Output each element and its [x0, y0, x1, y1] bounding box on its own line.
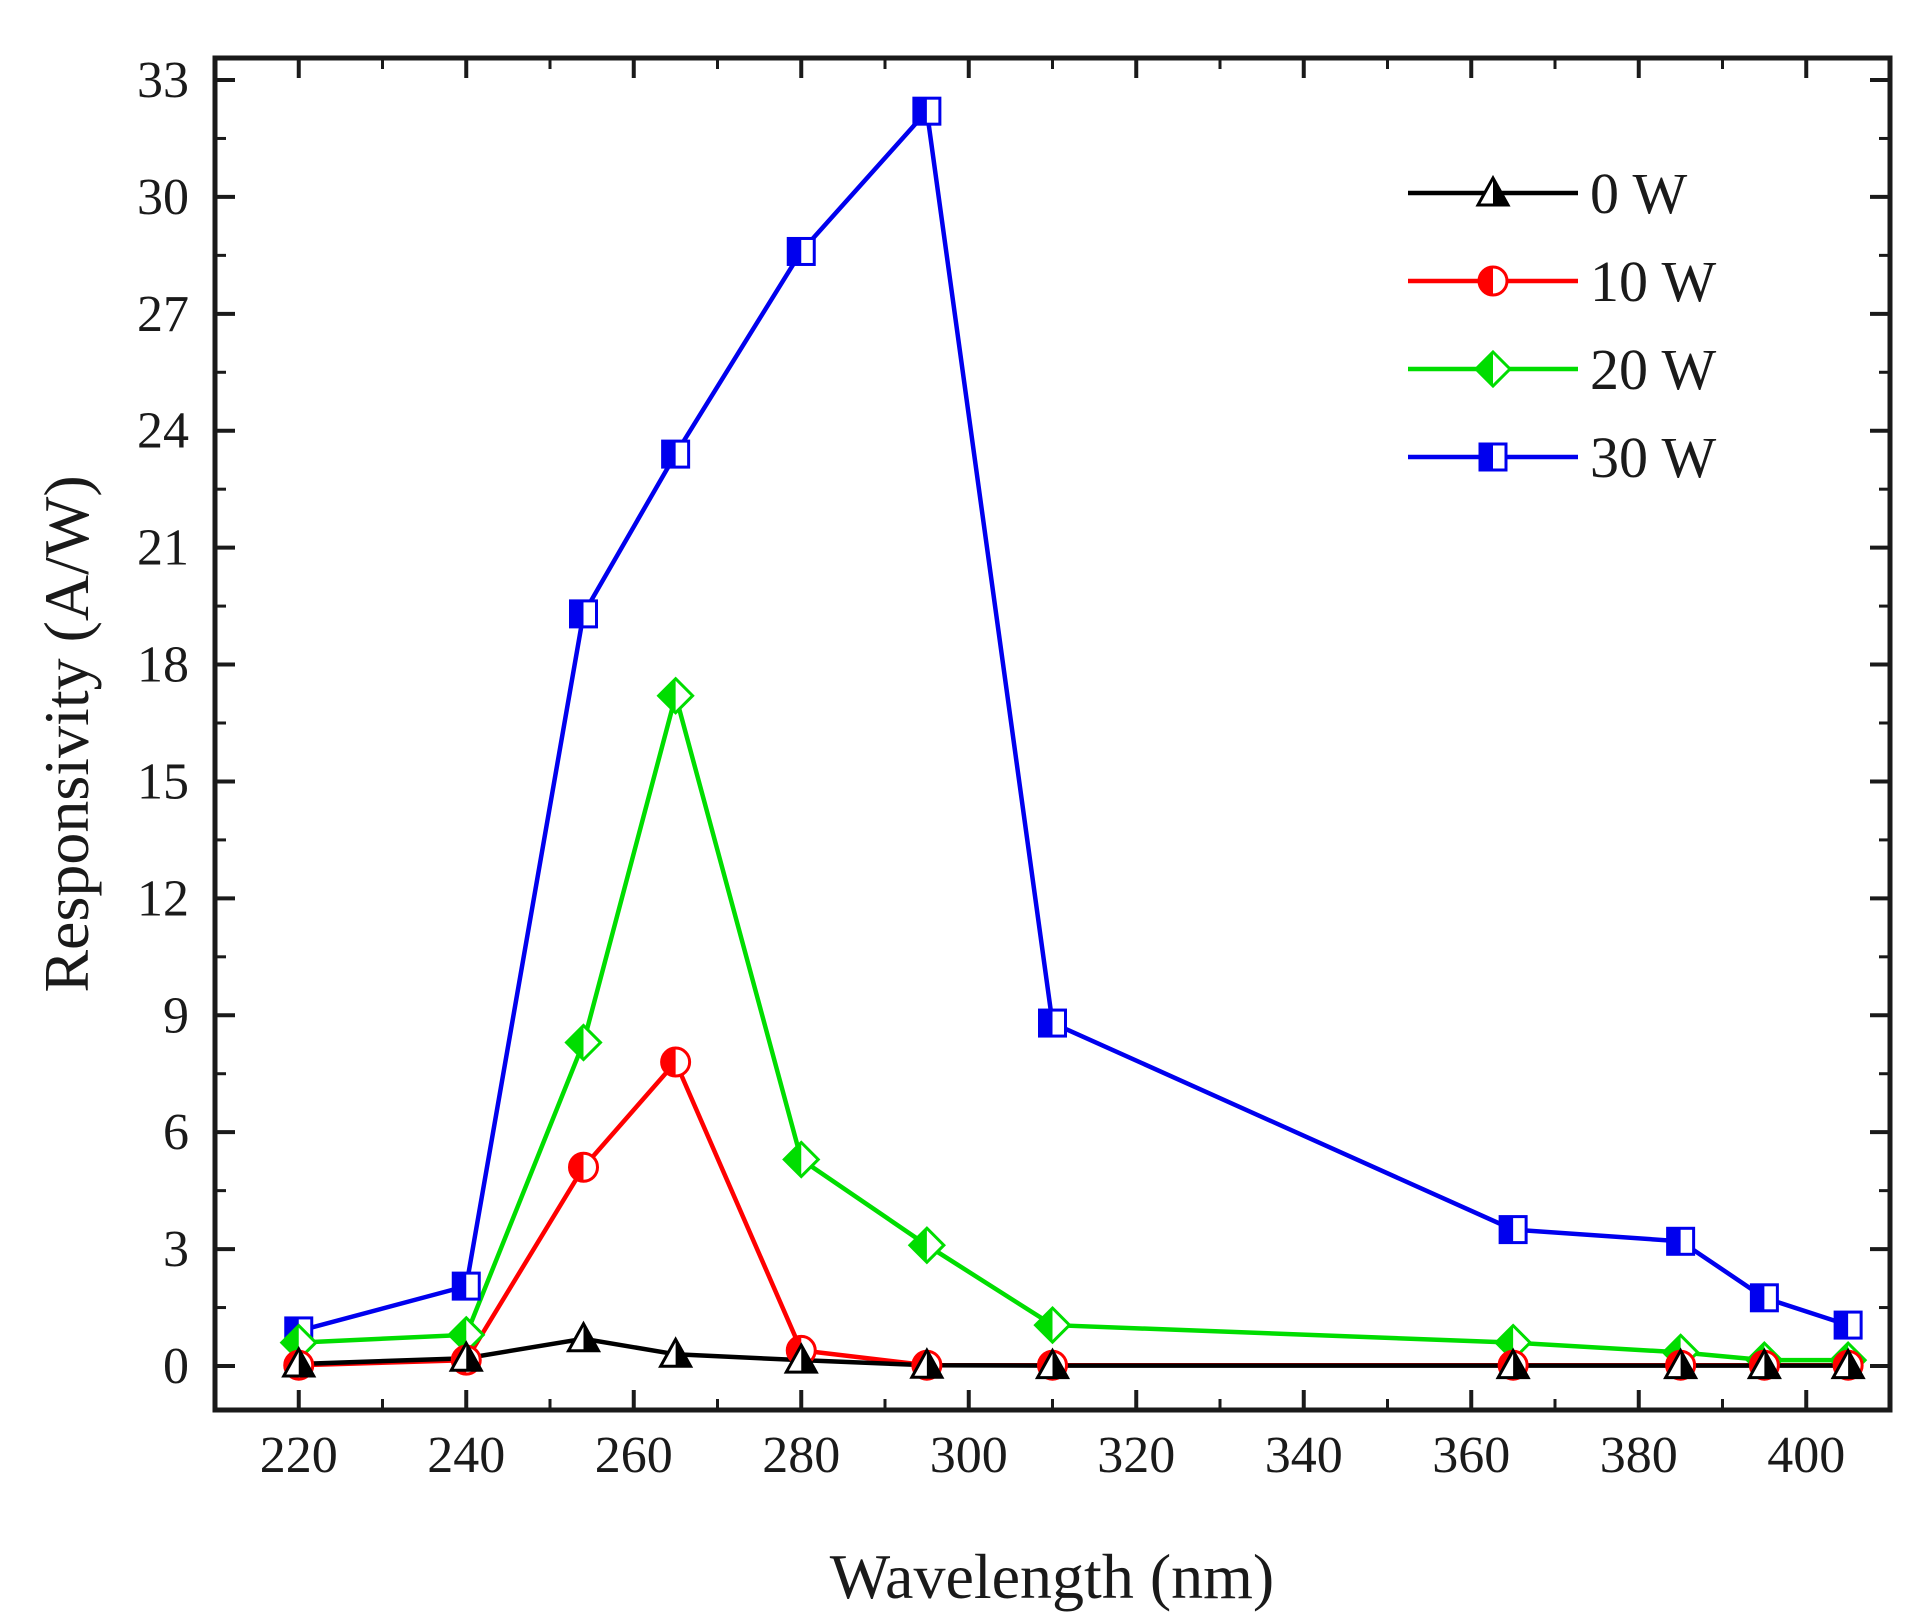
- data-point-30w: [1498, 1215, 1528, 1245]
- y-tick-label: 18: [137, 637, 189, 694]
- data-point-20w: [1033, 1305, 1072, 1345]
- data-point-30w: [1833, 1310, 1863, 1340]
- data-point-20w: [907, 1226, 946, 1265]
- legend-label: 0 W: [1590, 161, 1687, 226]
- data-point-30w: [569, 599, 598, 629]
- data-point-0w: [448, 1340, 484, 1372]
- data-point-0w: [658, 1336, 694, 1368]
- y-tick-label: 33: [137, 52, 189, 109]
- legend-item-20w: 20 W: [1408, 337, 1716, 402]
- x-tick-label: 320: [1097, 1427, 1175, 1484]
- series-line-0w: [298, 1336, 1849, 1368]
- y-tick-label: 9: [163, 987, 189, 1044]
- y-tick-label: 15: [137, 753, 189, 810]
- x-axis-title: Wavelength (nm): [830, 1541, 1274, 1612]
- series-layer: [279, 96, 1868, 1381]
- legend-label: 20 W: [1590, 337, 1716, 402]
- legend-item-30w: 30 W: [1408, 425, 1716, 490]
- series-line-20w: [298, 687, 1849, 1363]
- y-tick-label: 24: [137, 403, 189, 460]
- x-tick-label: 220: [260, 1427, 338, 1484]
- legend-marker: [1478, 442, 1508, 472]
- y-tick-label: 21: [137, 520, 189, 577]
- series-line-10w: [298, 1057, 1849, 1368]
- legend-label: 10 W: [1590, 249, 1716, 314]
- data-point-10w: [660, 1046, 692, 1078]
- legend-label: 30 W: [1590, 425, 1716, 490]
- x-tick-label: 360: [1432, 1427, 1510, 1484]
- data-point-30w: [912, 96, 942, 126]
- data-point-0w: [565, 1320, 602, 1353]
- data-point-0w: [281, 1345, 317, 1378]
- x-tick-label: 400: [1767, 1427, 1845, 1484]
- x-tick-label: 280: [762, 1427, 840, 1484]
- data-point-0w: [783, 1342, 819, 1374]
- data-point-10w: [568, 1151, 599, 1183]
- data-point-30w: [1749, 1283, 1779, 1313]
- x-tick-label: 260: [595, 1427, 673, 1484]
- y-tick-label: 27: [137, 286, 189, 343]
- x-tick-label: 300: [930, 1427, 1008, 1484]
- data-point-0w: [1830, 1347, 1866, 1380]
- data-point-30w: [661, 439, 691, 469]
- legend-item-10w: 10 W: [1408, 249, 1716, 314]
- legend-marker: [1473, 349, 1513, 389]
- x-tick-label: 240: [427, 1427, 505, 1484]
- data-point-20w: [564, 1023, 603, 1062]
- y-tick-label: 30: [137, 169, 189, 226]
- data-point-0w: [1663, 1347, 1699, 1380]
- x-tick-label: 380: [1600, 1427, 1678, 1484]
- data-point-0w: [1495, 1347, 1531, 1380]
- data-point-20w: [782, 1140, 821, 1179]
- legend: 0 W 10 W 20 W 30 W: [1408, 161, 1716, 490]
- data-point-30w: [1666, 1226, 1696, 1256]
- y-tick-label: 3: [163, 1221, 189, 1278]
- data-point-20w: [656, 676, 695, 715]
- data-point-30w: [786, 236, 816, 266]
- axis-ticks: 220 240 260 280 300 320 340 360 380 400 0 3 6 9 12 15 18…: [137, 52, 1890, 1484]
- legend-item-0w: 0 W: [1408, 161, 1687, 226]
- legend-marker: [1477, 265, 1509, 297]
- y-tick-label: 6: [163, 1104, 189, 1161]
- y-tick-label: 12: [137, 870, 189, 927]
- legend-marker: [1475, 174, 1511, 207]
- data-point-0w: [909, 1347, 945, 1379]
- data-point-30w: [451, 1271, 481, 1301]
- data-point-0w: [1746, 1347, 1782, 1380]
- data-point-30w: [1038, 1008, 1067, 1038]
- data-point-0w: [1034, 1347, 1071, 1380]
- x-tick-label: 340: [1265, 1427, 1343, 1484]
- y-tick-label: 0: [163, 1338, 189, 1395]
- y-axis-title: Responsivity (A/W): [31, 475, 102, 992]
